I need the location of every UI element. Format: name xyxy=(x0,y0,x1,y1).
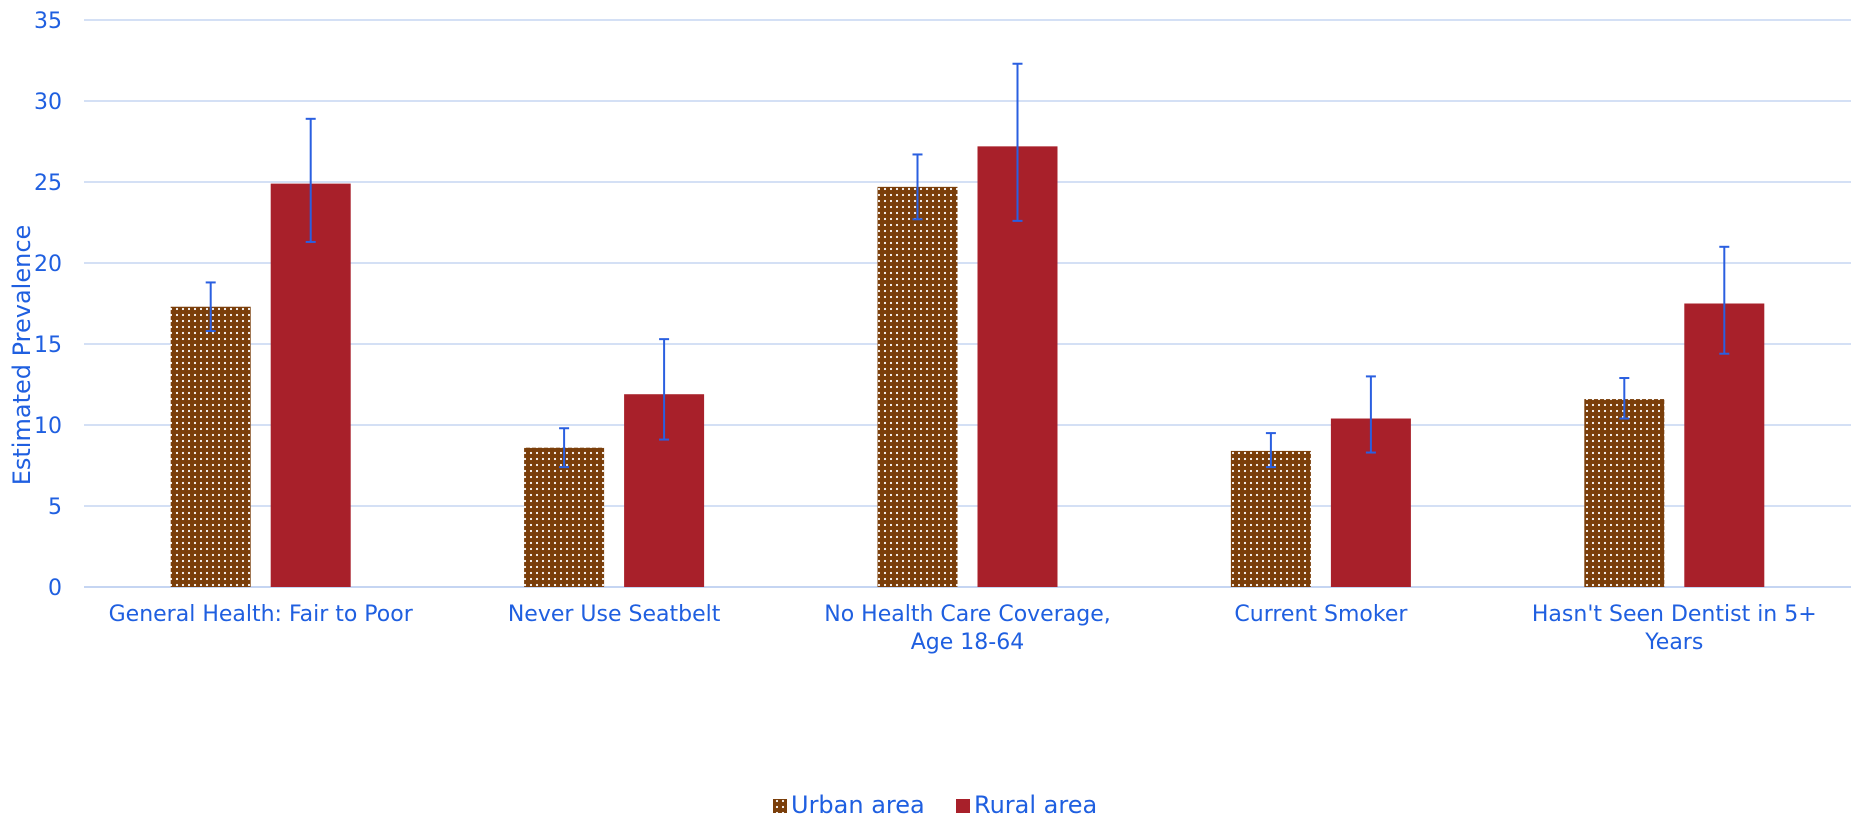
bar-rural-0 xyxy=(270,183,351,587)
y-tick-label: 5 xyxy=(48,495,62,520)
bars xyxy=(170,146,1765,588)
bar-urban-3 xyxy=(1230,450,1311,587)
error-bar-rural-1 xyxy=(659,338,670,441)
error-bar-urban-4 xyxy=(1619,377,1630,420)
category-label-4: Hasn't Seen Dentist in 5+ Years xyxy=(1532,602,1817,655)
error-bar-urban-3 xyxy=(1265,432,1276,469)
legend-item-rural: Rural area xyxy=(956,791,1097,817)
error-bar-rural-4 xyxy=(1719,245,1730,355)
grid-lines xyxy=(84,19,1851,588)
error-bars xyxy=(205,62,1730,469)
y-axis-ticks: 0 5 10 15 20 25 30 35 xyxy=(34,9,62,601)
legend-label: Urban area xyxy=(791,791,925,817)
y-tick-label: 35 xyxy=(34,9,62,34)
category-label-2: No Health Care Coverage, Age 18-64 xyxy=(824,602,1110,655)
y-tick-label: 15 xyxy=(34,333,62,358)
bar-urban-2 xyxy=(877,186,958,588)
error-bar-urban-0 xyxy=(205,281,216,333)
category-label-3: Current Smoker xyxy=(1234,602,1408,627)
bar-urban-0 xyxy=(170,306,251,587)
error-bar-urban-2 xyxy=(912,153,923,221)
error-bar-rural-3 xyxy=(1365,375,1376,454)
y-tick-label: 25 xyxy=(34,171,62,196)
legend-swatch xyxy=(773,799,787,813)
y-tick-label: 10 xyxy=(34,414,62,439)
error-bar-urban-1 xyxy=(559,427,570,469)
legend: Urban area Rural area xyxy=(773,791,1097,817)
category-label-1: Never Use Seatbelt xyxy=(508,602,721,627)
legend-label: Rural area xyxy=(974,791,1097,817)
legend-item-urban: Urban area xyxy=(773,791,925,817)
error-bar-rural-2 xyxy=(1012,62,1023,222)
y-tick-label: 30 xyxy=(34,90,62,115)
category-label-0: General Health: Fair to Poor xyxy=(109,602,414,627)
y-tick-label: 20 xyxy=(34,252,62,277)
legend-swatch xyxy=(956,799,970,813)
y-tick-label: 0 xyxy=(48,576,62,601)
bar-urban-1 xyxy=(524,447,605,587)
y-axis-title: Estimated Prevalence xyxy=(8,225,36,486)
error-bar-rural-0 xyxy=(305,117,316,243)
x-axis-categories: General Health: Fair to Poor Never Use Se… xyxy=(109,602,1817,655)
bar-urban-4 xyxy=(1584,399,1665,587)
